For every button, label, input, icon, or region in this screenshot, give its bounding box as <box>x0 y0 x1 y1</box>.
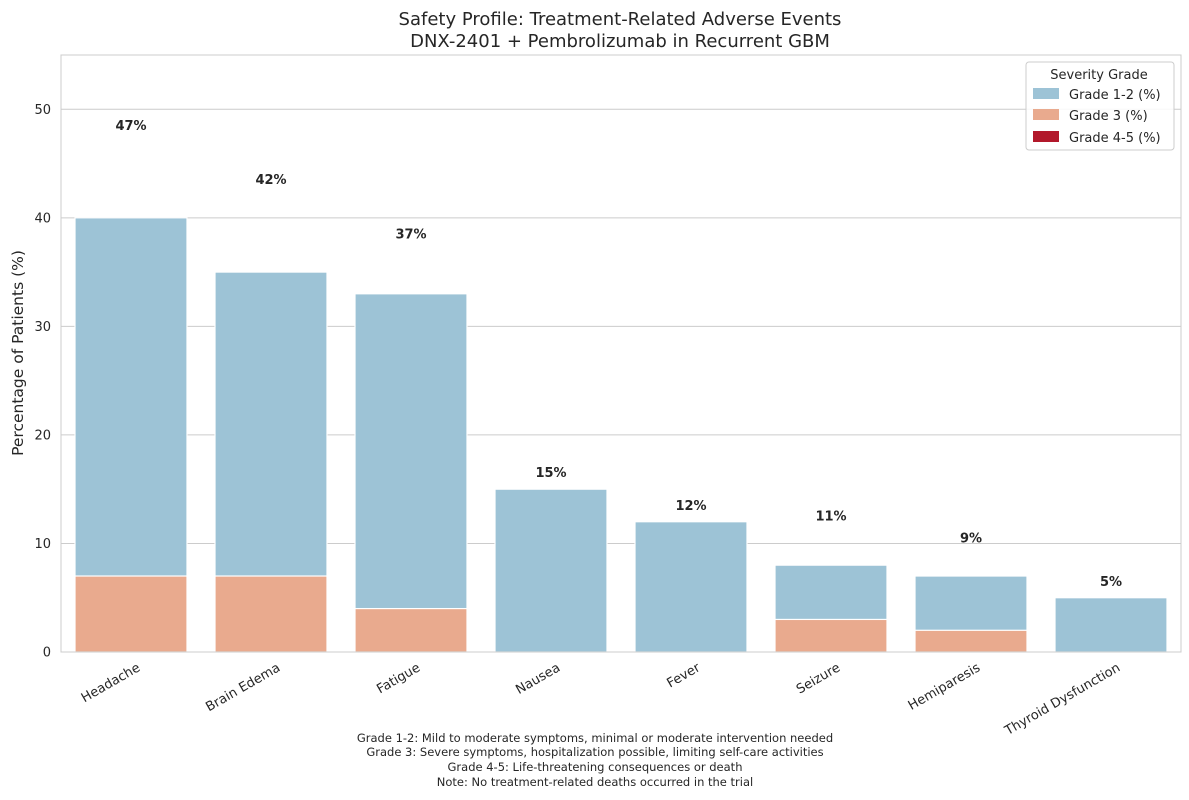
chart-subtitle: DNX-2401 + Pembrolizumab in Recurrent GB… <box>410 31 830 52</box>
total-label-fatigue: 37% <box>395 227 426 242</box>
x-tick-label-brain-edema: Brain Edema <box>203 660 283 715</box>
plot-frame <box>60 54 1182 653</box>
y-tick-label: 30 <box>34 320 51 335</box>
x-tick-label-fatigue: Fatigue <box>374 660 423 697</box>
bar-thyroid-dysfunction-grade-1-2 <box>1054 597 1168 653</box>
bar-headache-grade-3 <box>74 575 188 653</box>
total-label-nausea: 15% <box>535 466 566 481</box>
total-label-fever: 12% <box>675 499 706 514</box>
bar-brain-edema-grade-3 <box>214 575 328 653</box>
legend-box <box>1025 61 1175 151</box>
y-tick-label: 40 <box>34 211 51 226</box>
x-tick-label-nausea: Nausea <box>513 660 563 697</box>
bar-fever-grade-1-2 <box>634 521 748 653</box>
x-tick-label-seizure: Seizure <box>794 660 843 697</box>
bar-fatigue-grade-1-2 <box>354 293 468 653</box>
y-axis-ticks: 0 10 20 30 40 50 <box>34 103 51 661</box>
bar-seizure-grade-3 <box>774 618 888 653</box>
legend-label-grade-3: Grade 3 (%) <box>1069 109 1148 124</box>
total-label-seizure: 11% <box>815 510 846 525</box>
footnote-line-3: Grade 4-5: Life-threatening consequences… <box>448 760 743 774</box>
legend-swatch-grade-4-5 <box>1033 131 1059 142</box>
bar-nausea-grade-1-2 <box>494 488 608 653</box>
y-tick-label: 50 <box>34 103 51 118</box>
total-label-thyroid-dysfunction: 5% <box>1100 575 1122 590</box>
legend-swatch-grade-1-2 <box>1033 88 1059 99</box>
legend-swatch-grade-3 <box>1033 109 1059 120</box>
total-label-headache: 47% <box>115 119 146 134</box>
x-tick-label-headache: Headache <box>79 660 143 706</box>
footnote: Grade 1-2: Mild to moderate symptoms, mi… <box>357 731 833 789</box>
footnote-line-2: Grade 3: Severe symptoms, hospitalizatio… <box>366 745 823 759</box>
footnote-line-1: Grade 1-2: Mild to moderate symptoms, mi… <box>357 731 833 745</box>
legend-title: Severity Grade <box>1050 68 1147 83</box>
y-tick-label: 10 <box>34 537 51 552</box>
bars <box>74 217 1168 653</box>
x-tick-label-hemiparesis: Hemiparesis <box>906 660 983 713</box>
y-tick-label: 0 <box>43 646 51 661</box>
legend: Severity Grade Grade 1-2 (%) Grade 3 (%)… <box>1025 61 1175 151</box>
x-tick-label-fever: Fever <box>664 660 703 691</box>
x-axis-ticks: Headache Brain Edema Fatigue Nausea Fever Sei… <box>79 660 1123 739</box>
total-label-brain-edema: 42% <box>255 173 286 188</box>
y-axis-label: Percentage of Patients (%) <box>9 250 27 456</box>
legend-label-grade-1-2: Grade 1-2 (%) <box>1069 88 1161 103</box>
legend-label-grade-4-5: Grade 4-5 (%) <box>1069 131 1161 146</box>
footnote-line-4: Note: No treatment-related deaths occurr… <box>437 775 753 789</box>
bar-hemiparesis-grade-3 <box>914 629 1028 653</box>
chart-title: Safety Profile: Treatment-Related Advers… <box>399 9 842 30</box>
y-tick-label: 20 <box>34 428 51 443</box>
x-tick-label-thyroid-dysfunction: Thyroid Dysfunction <box>1002 660 1123 739</box>
bar-fatigue-grade-3 <box>354 607 468 653</box>
total-label-hemiparesis: 9% <box>960 531 982 546</box>
data-labels: 47% 42% 37% 15% 12% 11% 9% 5% <box>115 119 1122 590</box>
